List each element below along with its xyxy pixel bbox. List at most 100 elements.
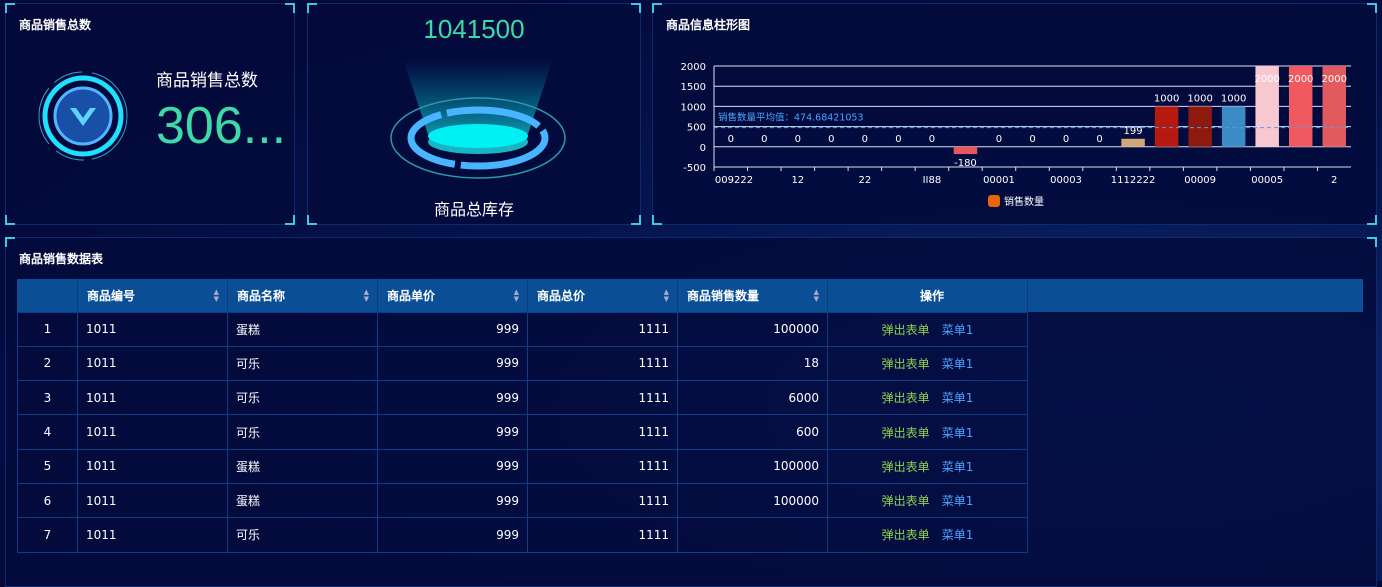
table-cell: 1111	[527, 482, 678, 519]
bar-value-label: 0	[1096, 134, 1102, 145]
table-cell: 3	[17, 380, 78, 416]
bar[interactable]	[953, 146, 978, 155]
column-header-label: 商品销售数量	[687, 288, 760, 303]
menu1-link[interactable]: 菜单1	[941, 425, 974, 440]
table-cell: 999	[377, 345, 528, 382]
legend-label[interactable]: 销售数量	[1004, 195, 1044, 208]
bar[interactable]	[1154, 106, 1179, 147]
table-cell: 999	[377, 482, 528, 519]
sort-icon[interactable]: ▲ ▼	[513, 288, 519, 303]
popup-form-link[interactable]: 弹出表单	[881, 494, 930, 509]
popup-form-link[interactable]: 弹出表单	[881, 528, 930, 543]
x-tick-label: 00009	[1184, 175, 1216, 186]
table-cell	[677, 517, 828, 553]
bar-value-label: 0	[1029, 134, 1035, 145]
y-tick-label: 2000	[681, 62, 706, 73]
menu1-link[interactable]: 菜单1	[941, 322, 974, 337]
platform-icon	[390, 59, 566, 179]
table-cell: 600	[677, 414, 828, 450]
table-cell: 1	[17, 311, 78, 347]
table-cell: 1111	[527, 311, 678, 347]
sort-icon[interactable]: ▲ ▼	[213, 288, 219, 303]
table-cell: 1011	[77, 414, 228, 450]
bar-value-label: 199	[1124, 126, 1143, 137]
column-header[interactable]: 商品编号 ▲ ▼	[77, 279, 228, 312]
table-cell: 可乐	[227, 345, 378, 382]
y-tick-label: -500	[683, 163, 706, 174]
bar[interactable]	[1322, 66, 1346, 147]
bar-value-label: 0	[929, 134, 935, 145]
table-cell: 999	[377, 311, 528, 347]
bar-value-label: 2000	[1322, 74, 1347, 85]
actions-cell: 弹出表单 菜单1	[827, 414, 1028, 450]
bar-value-label: 0	[795, 134, 801, 145]
menu1-link[interactable]: 菜单1	[941, 494, 974, 509]
bar-value-label: 0	[761, 134, 767, 145]
table-cell: 999	[377, 414, 528, 450]
bar-value-label: 0	[728, 134, 734, 145]
bar-value-label: 0	[996, 134, 1002, 145]
table-cell: 1011	[77, 311, 228, 347]
table-cell: 1011	[77, 380, 228, 416]
table-cell: 可乐	[227, 414, 378, 450]
table-cell: 100000	[677, 448, 828, 484]
menu1-link[interactable]: 菜单1	[941, 391, 974, 406]
table-cell: 蛋糕	[227, 311, 378, 347]
bar[interactable]	[1288, 66, 1313, 147]
bar[interactable]	[1221, 106, 1246, 147]
column-header[interactable]: 商品名称 ▲ ▼	[227, 279, 378, 312]
actions-cell: 弹出表单 菜单1	[827, 380, 1028, 416]
popup-form-link[interactable]: 弹出表单	[881, 459, 930, 474]
column-header-label: 商品名称	[237, 288, 286, 303]
column-header[interactable]: 商品总价 ▲ ▼	[527, 279, 678, 312]
panel-title: 商品销售数据表	[19, 252, 104, 266]
popup-form-link[interactable]: 弹出表单	[881, 322, 930, 337]
column-header[interactable]: 商品单价 ▲ ▼	[377, 279, 528, 312]
x-tick-label: 00005	[1251, 175, 1283, 186]
menu1-link[interactable]: 菜单1	[941, 459, 974, 474]
bar-value-label: 0	[862, 134, 868, 145]
popup-form-link[interactable]: 弹出表单	[881, 356, 930, 371]
column-header[interactable]: 商品销售数量 ▲ ▼	[677, 279, 828, 312]
sort-icon[interactable]: ▲ ▼	[363, 288, 369, 303]
bar-value-label: 1000	[1187, 93, 1212, 104]
stock-total-panel: 1041500 商品总库存	[307, 3, 641, 225]
popup-form-link[interactable]: 弹出表单	[881, 391, 930, 406]
bar-value-label: 2000	[1254, 74, 1279, 85]
legend-swatch[interactable]	[988, 195, 1000, 207]
table-row: 7 1011 可乐 999 1111 弹出表单 菜单1	[17, 517, 1028, 553]
chart-panel: 商品信息柱形图 2000 1500 1000 500 0 -500 0 009222 0 0 12 0…	[652, 3, 1377, 225]
table-cell: 1011	[77, 517, 228, 553]
table-cell: 999	[377, 517, 528, 553]
menu1-link[interactable]: 菜单1	[941, 356, 974, 371]
sort-icon[interactable]: ▲ ▼	[813, 288, 819, 303]
panel-title: 商品信息柱形图	[666, 18, 751, 32]
sales-total-label: 商品销售总数	[156, 71, 258, 91]
x-tick-label: 2	[1331, 175, 1337, 186]
column-header-label: 商品总价	[537, 288, 586, 303]
column-header-label: 商品编号	[87, 288, 136, 303]
bar[interactable]	[1188, 106, 1212, 147]
table-cell: 1111	[527, 517, 678, 553]
table-cell: 1111	[527, 345, 678, 382]
bar-value-label: 0	[828, 134, 834, 145]
bar[interactable]	[1255, 66, 1279, 147]
x-tick-label: II88	[923, 175, 942, 186]
menu1-link[interactable]: 菜单1	[941, 528, 974, 543]
table-cell: 6000	[677, 380, 828, 416]
sort-icon[interactable]: ▲ ▼	[663, 288, 669, 303]
table-cell: 100000	[677, 311, 828, 347]
actions-cell: 弹出表单 菜单1	[827, 311, 1028, 347]
average-label: 销售数量平均值：474.68421053	[718, 112, 864, 124]
column-header-label: 商品单价	[387, 288, 436, 303]
x-tick-label: 12	[791, 175, 804, 186]
bar[interactable]	[1121, 138, 1145, 147]
table-cell: 蛋糕	[227, 448, 378, 484]
x-tick-label: 009222	[715, 175, 753, 186]
table-cell: 1011	[77, 448, 228, 484]
popup-form-link[interactable]: 弹出表单	[881, 425, 930, 440]
table-cell: 1111	[527, 380, 678, 416]
table-cell: 可乐	[227, 517, 378, 553]
actions-cell: 弹出表单 菜单1	[827, 482, 1028, 519]
v-logo-icon	[38, 71, 128, 161]
